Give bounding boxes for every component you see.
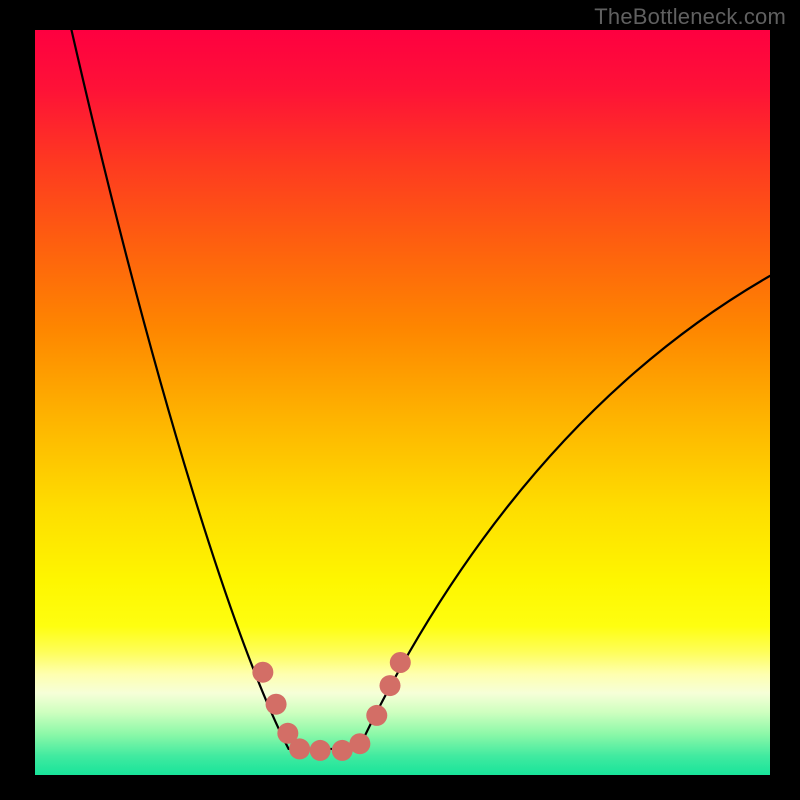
- chart-container: TheBottleneck.com: [0, 0, 800, 800]
- marker-dot: [349, 733, 370, 754]
- marker-dot: [380, 675, 401, 696]
- marker-dot: [366, 705, 387, 726]
- marker-dot: [390, 652, 411, 673]
- marker-dot: [252, 662, 273, 683]
- bottleneck-chart: [0, 0, 800, 800]
- marker-dot: [266, 694, 287, 715]
- marker-dot: [310, 740, 331, 761]
- watermark-text: TheBottleneck.com: [594, 4, 786, 30]
- marker-dot: [289, 738, 310, 759]
